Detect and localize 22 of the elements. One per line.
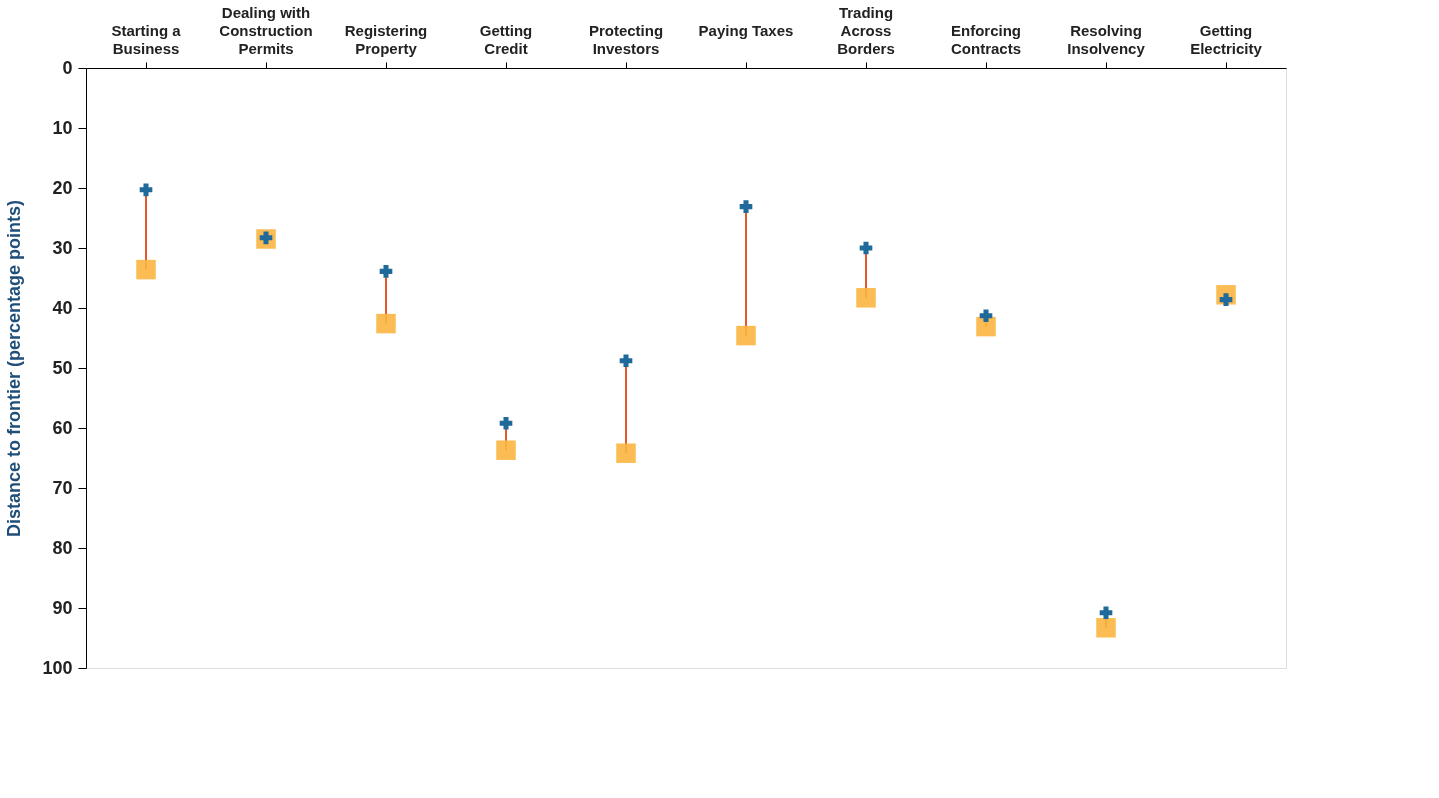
x-tick-label: Getting Credit <box>479 21 533 57</box>
y-tick-label: 50 <box>52 357 73 378</box>
x-tick-label: Starting a Business <box>111 21 182 57</box>
y-tick-label: 90 <box>52 597 73 618</box>
x-tick-label: Getting Electricity <box>1190 21 1263 57</box>
y-tick-label: 60 <box>52 417 73 438</box>
y-tick-label: 40 <box>52 297 73 318</box>
x-tick-label: Enforcing Contracts <box>950 21 1022 57</box>
y-tick-label: 10 <box>52 117 73 138</box>
y-tick-label: 70 <box>52 477 73 498</box>
x-tick-label: Trading Across Borders <box>837 3 895 57</box>
y-tick-label: 80 <box>52 537 73 558</box>
x-tick-label: Dealing with Construction Permits <box>219 3 313 57</box>
y-tick-label: 100 <box>42 657 73 678</box>
y-tick-label: 0 <box>62 57 73 78</box>
x-tick-label: Registering Property <box>344 21 428 57</box>
x-tick-label: Protecting Investors <box>588 21 664 57</box>
y-tick-label: 30 <box>52 237 73 258</box>
y-axis-title: Distance to frontier (percentage points) <box>4 199 25 538</box>
x-tick-label: Resolving Insolvency <box>1067 21 1146 57</box>
x-tick-label: Paying Taxes <box>698 21 794 39</box>
y-tick-label: 20 <box>52 177 73 198</box>
